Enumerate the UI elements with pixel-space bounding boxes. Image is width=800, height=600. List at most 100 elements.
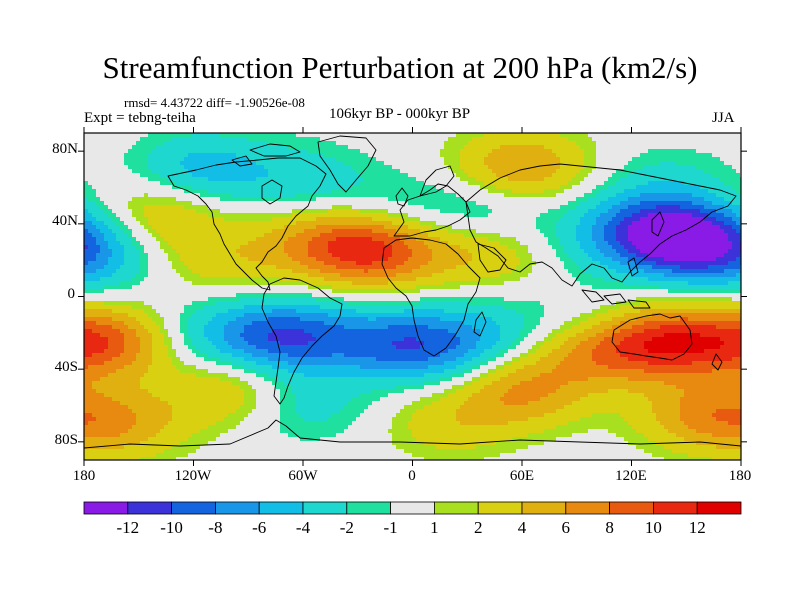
field-cell (464, 177, 469, 182)
field-cell (452, 233, 457, 238)
field-cell (560, 157, 565, 162)
field-cell (228, 193, 233, 198)
field-cell (384, 189, 389, 194)
field-cell (196, 197, 201, 202)
field-cell (588, 145, 593, 150)
field-cell (172, 233, 177, 238)
field-cell (540, 233, 545, 238)
field-cell (416, 237, 421, 242)
field-cell (460, 157, 465, 162)
field-cell (268, 205, 273, 210)
field-cell (328, 157, 333, 162)
field-cell (580, 229, 585, 234)
field-cell (532, 189, 537, 194)
field-cell (592, 241, 597, 246)
field-cell (556, 161, 561, 166)
field-cell (380, 249, 385, 254)
field-cell (588, 209, 593, 214)
field-cell (380, 201, 385, 206)
field-cell (696, 213, 701, 218)
field-cell (496, 161, 501, 166)
field-cell (292, 237, 297, 242)
field-cell (100, 133, 105, 138)
field-cell (560, 213, 565, 218)
field-cell (292, 197, 297, 202)
field-cell (280, 233, 285, 238)
field-cell (732, 145, 737, 150)
field-cell (84, 221, 89, 226)
field-cell (596, 193, 601, 198)
field-cell (644, 201, 649, 206)
field-cell (136, 241, 141, 246)
field-cell (724, 245, 729, 250)
field-cell (272, 221, 277, 226)
field-cell (184, 181, 189, 186)
field-cell (256, 229, 261, 234)
field-cell (288, 205, 293, 210)
field-cell (536, 197, 541, 202)
field-cell (140, 185, 145, 190)
field-cell (544, 205, 549, 210)
field-cell (320, 133, 325, 138)
field-cell (680, 225, 685, 230)
field-cell (564, 137, 569, 142)
field-cell (144, 133, 149, 138)
field-cell (352, 217, 357, 222)
field-cell (288, 209, 293, 214)
field-cell (316, 157, 321, 162)
field-cell (456, 233, 461, 238)
field-cell (672, 209, 677, 214)
field-cell (592, 225, 597, 230)
field-cell (508, 201, 513, 206)
field-cell (716, 173, 721, 178)
field-cell (416, 201, 421, 206)
field-cell (424, 225, 429, 230)
field-cell (156, 185, 161, 190)
field-cell (236, 233, 241, 238)
field-cell (384, 177, 389, 182)
field-cell (504, 225, 509, 230)
field-cell (316, 245, 321, 250)
field-cell (632, 169, 637, 174)
field-cell (496, 209, 501, 214)
field-cell (448, 209, 453, 214)
field-cell (436, 161, 441, 166)
field-cell (552, 145, 557, 150)
field-cell (352, 185, 357, 190)
field-cell (188, 189, 193, 194)
field-cell (548, 221, 553, 226)
field-cell (548, 153, 553, 158)
field-cell (320, 181, 325, 186)
field-cell (128, 213, 133, 218)
field-cell (164, 173, 169, 178)
field-cell (456, 145, 461, 150)
field-cell (200, 229, 205, 234)
field-cell (172, 193, 177, 198)
field-cell (232, 205, 237, 210)
field-cell (232, 197, 237, 202)
field-cell (128, 201, 133, 206)
field-cell (452, 133, 457, 138)
field-cell (644, 133, 649, 138)
field-cell (192, 245, 197, 250)
field-cell (516, 145, 521, 150)
field-cell (444, 157, 449, 162)
field-cell (520, 229, 525, 234)
field-cell (276, 249, 281, 254)
field-cell (416, 133, 421, 138)
field-cell (580, 237, 585, 242)
field-cell (208, 189, 213, 194)
field-cell (652, 201, 657, 206)
field-cell (220, 133, 225, 138)
field-cell (124, 153, 129, 158)
field-cell (364, 241, 369, 246)
field-cell (304, 177, 309, 182)
field-cell (440, 173, 445, 178)
field-cell (400, 213, 405, 218)
field-cell (500, 225, 505, 230)
field-cell (156, 217, 161, 222)
field-cell (488, 161, 493, 166)
field-cell (112, 197, 117, 202)
field-cell (120, 165, 125, 170)
field-cell (400, 229, 405, 234)
